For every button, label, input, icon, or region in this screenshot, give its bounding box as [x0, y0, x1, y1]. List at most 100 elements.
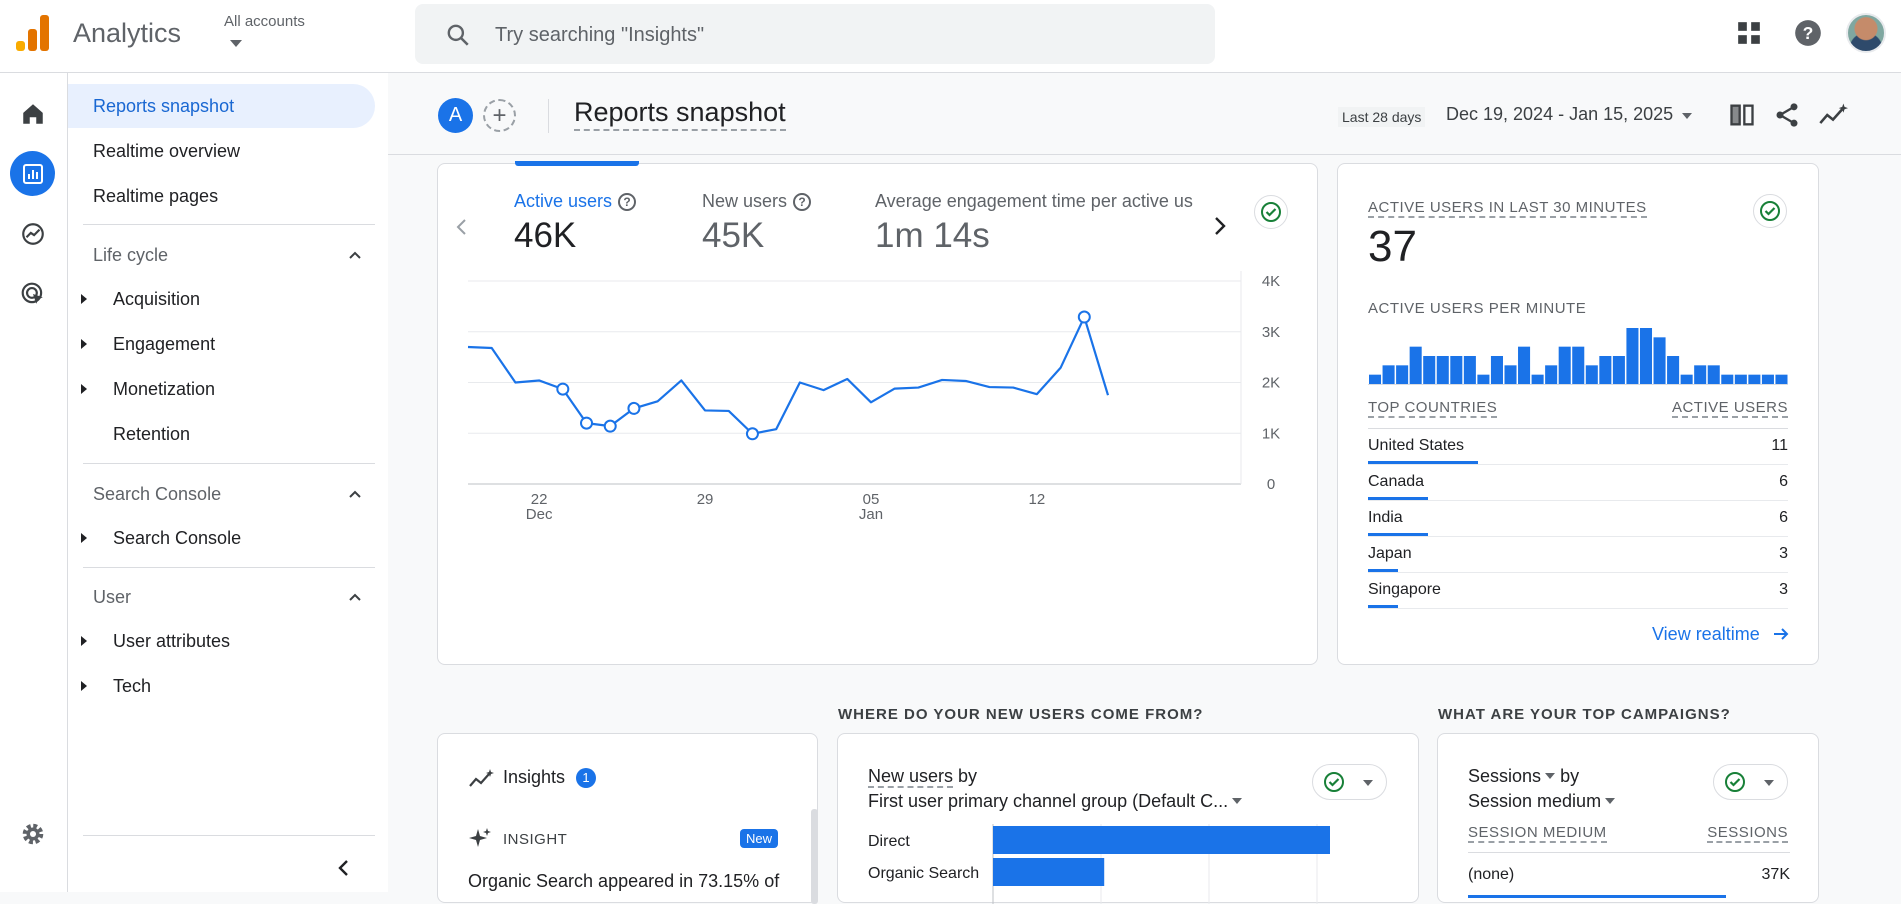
nav-item-tech[interactable]: Tech — [81, 676, 151, 697]
by-label: by — [1560, 766, 1580, 786]
account-selector[interactable]: All accounts — [224, 13, 305, 30]
nav-section-search-console[interactable]: Search Console — [93, 484, 363, 505]
add-comparison-button[interactable]: + — [483, 99, 516, 132]
advertising-button[interactable] — [10, 271, 55, 316]
realtime-title[interactable]: ACTIVE USERS IN LAST 30 MINUTES — [1368, 199, 1647, 218]
row-share-bar — [1468, 895, 1726, 898]
country-row[interactable]: Singapore 3 — [1368, 573, 1788, 609]
metric-tab-engagement-time[interactable]: Average engagement time per active us — [875, 191, 1193, 211]
view-realtime-link[interactable]: View realtime — [1652, 624, 1790, 645]
insight-label: INSIGHT — [503, 831, 568, 848]
new-badge: New — [740, 829, 779, 848]
insight-text[interactable]: Organic Search appeared in 73.15% of — [468, 871, 780, 891]
metric-selector[interactable]: New users by — [868, 766, 977, 788]
nav-item-engagement[interactable]: Engagement — [81, 334, 216, 355]
insights-icon[interactable] — [1818, 101, 1848, 129]
nav-item-monetization[interactable]: Monetization — [81, 379, 215, 400]
chevron-left-icon[interactable] — [454, 217, 470, 237]
divider — [83, 567, 375, 568]
scrollbar[interactable] — [811, 809, 818, 904]
chevron-right-icon[interactable] — [1212, 215, 1228, 237]
country-row[interactable]: Japan 3 — [1368, 537, 1788, 573]
help-icon[interactable]: ? — [1794, 19, 1822, 47]
dimension-selector[interactable]: Session medium — [1468, 791, 1616, 812]
x-tick-label: 05 — [863, 491, 880, 508]
search-bar[interactable] — [415, 4, 1215, 64]
date-preset[interactable]: Last 28 days — [1338, 107, 1426, 127]
nav-item-reports-snapshot[interactable]: Reports snapshot — [68, 84, 375, 128]
metric-tab-new-users[interactable]: New users? — [702, 191, 812, 212]
metric-tab-active-users[interactable]: Active users? — [514, 191, 637, 212]
nav-label: Acquisition — [113, 289, 201, 309]
nav-section-life-cycle[interactable]: Life cycle — [93, 245, 363, 266]
settings-button[interactable] — [10, 811, 55, 856]
nav-section-user[interactable]: User — [93, 587, 363, 608]
data-point-marker — [745, 427, 759, 441]
chevron-up-icon[interactable] — [347, 589, 363, 605]
app-name: Analytics — [73, 18, 182, 48]
apps-grid-icon[interactable] — [1736, 20, 1762, 46]
country-row[interactable]: India 6 — [1368, 501, 1788, 537]
nav-item-retention[interactable]: Retention — [113, 424, 191, 444]
active-users-header[interactable]: ACTIVE USERS — [1671, 399, 1788, 418]
nav-item-search-console[interactable]: Search Console — [81, 528, 241, 549]
chevron-down-icon[interactable] — [230, 40, 242, 47]
nav-item-realtime-pages[interactable]: Realtime pages — [93, 185, 219, 206]
report-nav: Reports snapshot Realtime overview Realt… — [68, 73, 388, 892]
minute-bar — [1423, 356, 1436, 384]
table-row[interactable]: (none) 37K — [1468, 862, 1790, 898]
dimension-selector[interactable]: First user primary channel group (Defaul… — [868, 791, 1243, 812]
analytics-logo[interactable] — [16, 15, 50, 51]
per-minute-bar-chart — [1368, 328, 1788, 385]
data-quality-badge[interactable] — [1753, 194, 1787, 228]
share-icon[interactable] — [1773, 101, 1801, 129]
comparison-badge[interactable]: A — [438, 98, 473, 133]
divider — [548, 99, 549, 133]
top-countries-header[interactable]: TOP COUNTRIES — [1368, 399, 1498, 418]
data-quality-badge[interactable] — [1254, 195, 1288, 229]
collapse-nav-icon[interactable] — [334, 858, 354, 878]
home-icon — [22, 103, 43, 124]
svg-text:?: ? — [1803, 23, 1814, 43]
metric-selector[interactable]: Sessions by — [1468, 766, 1579, 787]
nav-item-realtime-overview[interactable]: Realtime overview — [93, 140, 241, 161]
nav-label: Engagement — [113, 334, 216, 354]
minute-bar — [1545, 365, 1558, 384]
compare-icon[interactable] — [1728, 101, 1756, 129]
data-quality-menu-button[interactable] — [1312, 764, 1387, 800]
nav-item-acquisition[interactable]: Acquisition — [81, 289, 201, 310]
minute-bar — [1667, 356, 1680, 384]
nav-item-user-attributes[interactable]: User attributes — [81, 631, 231, 652]
minute-bar — [1694, 365, 1707, 384]
chevron-up-icon[interactable] — [347, 486, 363, 502]
country-row[interactable]: United States 11 — [1368, 429, 1788, 465]
help-icon[interactable]: ? — [618, 193, 637, 211]
data-quality-menu-button[interactable] — [1713, 764, 1788, 800]
country-name: Canada — [1368, 473, 1425, 490]
section-label: Life cycle — [93, 245, 169, 265]
search-input[interactable] — [495, 22, 1175, 48]
minute-bar — [1748, 374, 1761, 384]
date-range-picker[interactable]: Dec 19, 2024 - Jan 15, 2025 — [1446, 104, 1674, 124]
nav-label: User attributes — [113, 631, 231, 651]
y-tick-label: 1K — [1262, 425, 1280, 442]
minute-bar — [1626, 328, 1639, 384]
chevron-up-icon[interactable] — [347, 247, 363, 263]
sparkle-icon — [469, 828, 491, 847]
dimension-label: Session medium — [1468, 791, 1602, 811]
reports-button[interactable] — [10, 151, 55, 196]
expand-arrow-icon — [81, 384, 87, 394]
country-value: 3 — [1779, 581, 1788, 598]
avatar[interactable] — [1846, 13, 1886, 53]
metric-label: New users — [702, 191, 788, 211]
x-tick-sublabel: Dec — [526, 506, 553, 523]
x-tick-label: 29 — [697, 491, 714, 508]
country-row[interactable]: Canada 6 — [1368, 465, 1788, 501]
help-icon[interactable]: ? — [793, 193, 812, 211]
sessions-header[interactable]: SESSIONS — [1707, 824, 1788, 843]
session-medium-header[interactable]: SESSION MEDIUM — [1468, 824, 1607, 843]
explore-button[interactable] — [10, 211, 55, 256]
home-button[interactable] — [10, 91, 55, 136]
chevron-down-icon[interactable] — [1682, 113, 1692, 119]
channel-bar — [993, 858, 1105, 886]
